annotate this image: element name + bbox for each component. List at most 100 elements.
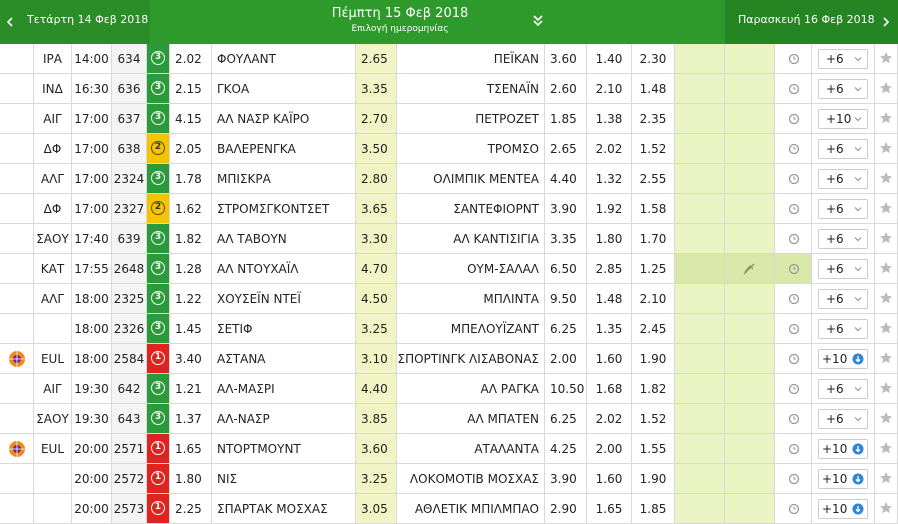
odd-1x[interactable]: 1.65 — [587, 494, 632, 524]
odd-x2[interactable]: 2.45 — [632, 314, 675, 344]
odd-home[interactable]: 2.02 — [170, 44, 212, 74]
odd-x2[interactable]: 1.48 — [632, 74, 675, 104]
odd-x2[interactable]: 2.10 — [632, 284, 675, 314]
odd-x2[interactable]: 1.90 — [632, 464, 675, 494]
favorite-cell[interactable] — [875, 164, 898, 194]
odd-draw[interactable]: 3.25 — [356, 464, 397, 494]
odd-home[interactable]: 1.82 — [170, 224, 212, 254]
odd-home[interactable]: 1.21 — [170, 374, 212, 404]
more-markets-button[interactable]: +6 — [818, 139, 868, 159]
odd-1x[interactable]: 2.10 — [587, 74, 632, 104]
odd-1x[interactable]: 2.00 — [587, 434, 632, 464]
odd-draw[interactable]: 2.70 — [356, 104, 397, 134]
odd-x2[interactable]: 1.70 — [632, 224, 675, 254]
odd-home[interactable]: 1.80 — [170, 464, 212, 494]
more-markets-button[interactable]: +10 — [818, 499, 868, 519]
odd-1x[interactable]: 1.60 — [587, 464, 632, 494]
odd-draw[interactable]: 3.10 — [356, 344, 397, 374]
more-markets-button[interactable]: +6 — [818, 79, 868, 99]
odd-draw[interactable]: 3.30 — [356, 224, 397, 254]
odd-away[interactable]: 6.50 — [545, 254, 587, 284]
more-markets-button[interactable]: +6 — [818, 169, 868, 189]
current-day[interactable]: Πέμπτη 15 Φεβ 2018 Επιλογή ημερομηνίας — [150, 0, 725, 44]
odd-1x[interactable]: 1.40 — [587, 44, 632, 74]
odd-draw[interactable]: 2.80 — [356, 164, 397, 194]
favorite-cell[interactable] — [875, 344, 898, 374]
odd-away[interactable]: 9.50 — [545, 284, 587, 314]
odd-home[interactable]: 1.28 — [170, 254, 212, 284]
odd-1x[interactable]: 2.02 — [587, 404, 632, 434]
odd-home[interactable]: 1.65 — [170, 434, 212, 464]
odd-draw[interactable]: 4.40 — [356, 374, 397, 404]
odd-x2[interactable]: 1.25 — [632, 254, 675, 284]
odd-draw[interactable]: 3.05 — [356, 494, 397, 524]
odd-away[interactable]: 4.40 — [545, 164, 587, 194]
more-markets-button[interactable]: +10 — [818, 439, 868, 459]
odd-1x[interactable]: 1.80 — [587, 224, 632, 254]
favorite-cell[interactable] — [875, 434, 898, 464]
odd-away[interactable]: 6.25 — [545, 404, 587, 434]
favorite-cell[interactable] — [875, 74, 898, 104]
odd-home[interactable]: 2.25 — [170, 494, 212, 524]
odd-away[interactable]: 3.90 — [545, 464, 587, 494]
odd-1x[interactable]: 1.32 — [587, 164, 632, 194]
odd-draw[interactable]: 4.70 — [356, 254, 397, 284]
odd-x2[interactable]: 2.30 — [632, 44, 675, 74]
odd-1x[interactable]: 1.68 — [587, 374, 632, 404]
odd-1x[interactable]: 1.92 — [587, 194, 632, 224]
odd-1x[interactable]: 1.48 — [587, 284, 632, 314]
odd-away[interactable]: 2.90 — [545, 494, 587, 524]
odd-home[interactable]: 4.15 — [170, 104, 212, 134]
odd-away[interactable]: 2.00 — [545, 344, 587, 374]
odd-draw[interactable]: 3.85 — [356, 404, 397, 434]
odd-away[interactable]: 1.85 — [545, 104, 587, 134]
favorite-cell[interactable] — [875, 374, 898, 404]
favorite-cell[interactable] — [875, 254, 898, 284]
odd-draw[interactable]: 3.60 — [356, 434, 397, 464]
odd-x2[interactable]: 2.35 — [632, 104, 675, 134]
more-markets-button[interactable]: +6 — [818, 199, 868, 219]
odd-away[interactable]: 2.60 — [545, 74, 587, 104]
more-markets-button[interactable]: +6 — [818, 49, 868, 69]
more-markets-button[interactable]: +6 — [818, 409, 868, 429]
odd-away[interactable]: 4.25 — [545, 434, 587, 464]
odd-draw[interactable]: 3.50 — [356, 134, 397, 164]
odd-1x[interactable]: 1.38 — [587, 104, 632, 134]
odd-away[interactable]: 2.65 — [545, 134, 587, 164]
favorite-cell[interactable] — [875, 134, 898, 164]
more-markets-button[interactable]: +6 — [818, 289, 868, 309]
more-markets-button[interactable]: +6 — [818, 319, 868, 339]
more-markets-button[interactable]: +6 — [818, 259, 868, 279]
odd-home[interactable]: 3.40 — [170, 344, 212, 374]
odd-1x[interactable]: 1.35 — [587, 314, 632, 344]
next-day[interactable]: Παρασκευή 16 Φεβ 2018 — [725, 0, 898, 44]
odd-1x[interactable]: 2.02 — [587, 134, 632, 164]
odd-draw[interactable]: 3.25 — [356, 314, 397, 344]
odd-draw[interactable]: 4.50 — [356, 284, 397, 314]
more-markets-button[interactable]: +10 — [818, 109, 868, 129]
odd-1x[interactable]: 2.85 — [587, 254, 632, 284]
odd-1x[interactable]: 1.60 — [587, 344, 632, 374]
odd-draw[interactable]: 2.65 — [356, 44, 397, 74]
odd-away[interactable]: 6.25 — [545, 314, 587, 344]
favorite-cell[interactable] — [875, 224, 898, 254]
odd-x2[interactable]: 1.82 — [632, 374, 675, 404]
more-markets-button[interactable]: +6 — [818, 229, 868, 249]
odd-home[interactable]: 1.62 — [170, 194, 212, 224]
favorite-cell[interactable] — [875, 314, 898, 344]
odd-x2[interactable]: 1.58 — [632, 194, 675, 224]
favorite-cell[interactable] — [875, 44, 898, 74]
more-markets-button[interactable]: +10 — [818, 469, 868, 489]
odd-home[interactable]: 1.22 — [170, 284, 212, 314]
favorite-cell[interactable] — [875, 104, 898, 134]
odd-draw[interactable]: 3.65 — [356, 194, 397, 224]
more-markets-button[interactable]: +10 — [818, 349, 868, 369]
odd-away[interactable]: 10.50 — [545, 374, 587, 404]
odd-x2[interactable]: 1.52 — [632, 134, 675, 164]
odd-x2[interactable]: 1.90 — [632, 344, 675, 374]
favorite-cell[interactable] — [875, 284, 898, 314]
odd-away[interactable]: 3.60 — [545, 44, 587, 74]
favorite-cell[interactable] — [875, 404, 898, 434]
odd-home[interactable]: 1.78 — [170, 164, 212, 194]
odd-away[interactable]: 3.35 — [545, 224, 587, 254]
